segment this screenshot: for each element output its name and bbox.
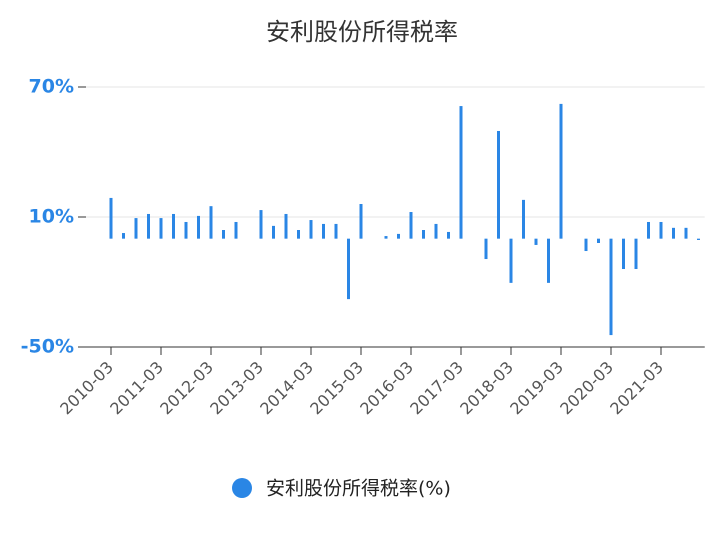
bar bbox=[497, 130, 500, 239]
bar bbox=[609, 238, 613, 336]
legend-label: 安利股份所得税率(%) bbox=[266, 478, 451, 500]
x-tick-label: 2010-03 bbox=[56, 358, 117, 419]
bar bbox=[359, 204, 363, 239]
bar bbox=[672, 227, 675, 239]
x-tick-label: 2017-03 bbox=[406, 358, 467, 419]
x-tick-label: 2018-03 bbox=[456, 358, 517, 419]
bar bbox=[684, 227, 688, 239]
x-tick-label: 2011-03 bbox=[106, 358, 167, 419]
bar bbox=[459, 106, 463, 239]
legend-marker bbox=[232, 478, 252, 498]
x-tick-label: 2016-03 bbox=[356, 358, 417, 419]
bar bbox=[272, 225, 275, 239]
bar bbox=[597, 238, 600, 243]
bar bbox=[622, 238, 625, 269]
bar bbox=[222, 230, 225, 239]
bar bbox=[409, 212, 413, 239]
bar bbox=[547, 238, 550, 283]
x-tick-label: 2021-03 bbox=[606, 358, 667, 419]
bar bbox=[697, 238, 700, 240]
x-tick-label: 2013-03 bbox=[206, 358, 267, 419]
bar bbox=[147, 213, 150, 239]
bar bbox=[447, 231, 450, 239]
bar bbox=[484, 238, 488, 260]
bar bbox=[159, 218, 163, 239]
bar bbox=[259, 210, 263, 239]
bar bbox=[284, 213, 288, 239]
bar bbox=[584, 238, 588, 252]
bar bbox=[347, 238, 350, 300]
x-tick-label: 2015-03 bbox=[306, 358, 367, 419]
bar bbox=[234, 221, 238, 239]
x-tick-label: 2014-03 bbox=[256, 358, 317, 419]
bar bbox=[297, 230, 300, 239]
bar bbox=[109, 197, 113, 239]
bar bbox=[559, 103, 563, 239]
bar bbox=[397, 233, 400, 239]
bar bbox=[434, 223, 438, 239]
bar bbox=[522, 199, 525, 239]
bar bbox=[534, 238, 538, 245]
y-tick-label: 10% bbox=[29, 206, 74, 228]
y-tick-label: -50% bbox=[21, 336, 74, 358]
bar bbox=[122, 233, 125, 239]
x-tick-label: 2012-03 bbox=[156, 358, 217, 419]
bar bbox=[134, 218, 138, 239]
bar bbox=[309, 220, 313, 239]
bar bbox=[384, 236, 388, 239]
bar bbox=[184, 221, 188, 239]
bar bbox=[634, 238, 638, 269]
bar bbox=[659, 221, 663, 239]
chart-title: 安利股份所得税率 bbox=[266, 18, 458, 46]
x-tick-label: 2020-03 bbox=[556, 358, 617, 419]
bar bbox=[509, 238, 513, 283]
bar bbox=[209, 206, 213, 239]
bar bbox=[647, 221, 650, 239]
bar bbox=[422, 230, 425, 239]
y-tick-label: 70% bbox=[29, 76, 74, 98]
bar bbox=[197, 215, 200, 239]
bar bbox=[334, 223, 338, 239]
x-tick-label: 2019-03 bbox=[506, 358, 567, 419]
bar bbox=[322, 223, 325, 239]
bar bbox=[172, 213, 175, 239]
